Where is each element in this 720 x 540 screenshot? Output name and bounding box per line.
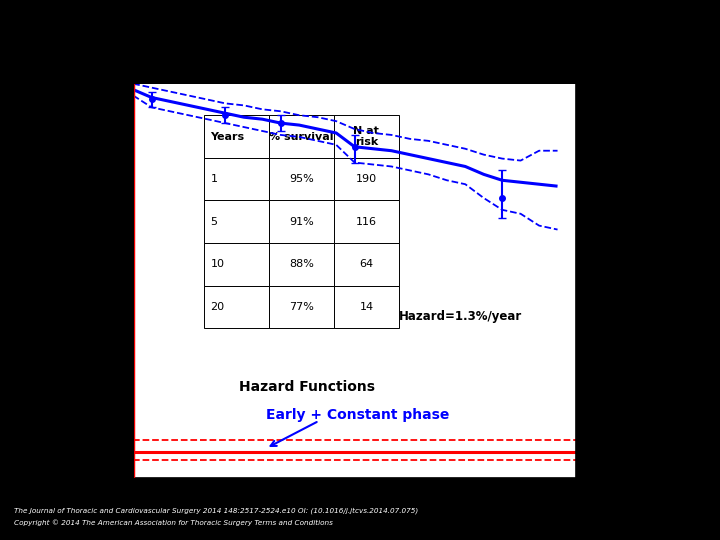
Text: Hazard Functions: Hazard Functions [240,380,375,394]
Y-axis label: Hazard (Deaths/Year): Hazard (Deaths/Year) [626,189,642,373]
Text: Early + Constant phase: Early + Constant phase [266,408,449,422]
Text: Figure 1: Figure 1 [335,19,385,32]
Text: Hazard=1.3%/year: Hazard=1.3%/year [399,310,522,323]
Text: Copyright © 2014 The American Association for Thoracic Surgery Terms and Conditi: Copyright © 2014 The American Associatio… [14,519,333,526]
Y-axis label: Percent survival: Percent survival [76,211,91,351]
Title: Fontan operation (UAB); 1988 – 2011;
PTFE tubes (N=207): Fontan operation (UAB); 1988 – 2011; PTF… [193,46,516,78]
X-axis label: Years after Fontan operation: Years after Fontan operation [230,508,479,523]
Text: The Journal of Thoracic and Cardiovascular Surgery 2014 148:2517-2524.e10 OI: (1: The Journal of Thoracic and Cardiovascul… [14,508,418,514]
